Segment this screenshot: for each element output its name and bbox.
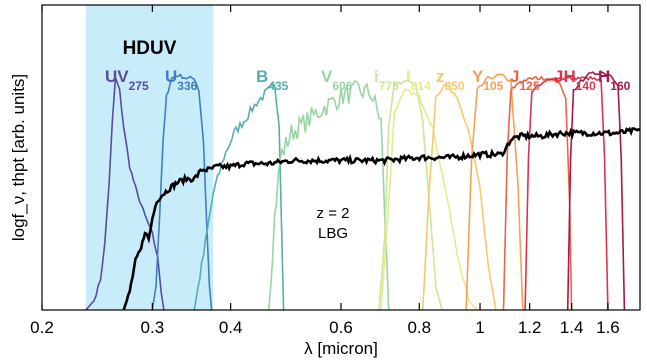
filter-label-name: JH	[554, 67, 576, 86]
sed-line	[122, 126, 641, 311]
x-tick-label: 1	[475, 318, 484, 337]
x-axis-label: λ [micron]	[304, 339, 378, 358]
x-tick-label: 1.6	[596, 318, 620, 337]
filter-label-name: V	[321, 67, 333, 86]
filter-label-B435: B435	[256, 67, 289, 93]
filter-label-name: I	[406, 67, 411, 86]
filter-curve-U336	[151, 73, 213, 311]
filter-labels: UV275 U336 B435 V606 i775 I814 z850 Y105 J125 JH1…	[105, 67, 631, 93]
filter-label-H160: H160	[598, 67, 631, 93]
sed-group: z = 2 LBG	[122, 126, 641, 311]
filter-label-name: i	[374, 67, 379, 86]
filter-curve-Y105	[465, 73, 524, 311]
filter-label-subscript: 140	[576, 79, 596, 93]
filter-curve-I814	[380, 87, 478, 311]
filter-label-subscript: 814	[411, 79, 431, 93]
filter-label-name: U	[165, 67, 177, 86]
filter-label-subscript: 435	[268, 79, 288, 93]
filter-label-Y105: Y105	[472, 67, 504, 93]
filter-curve-V606	[267, 80, 390, 311]
filter-label-subscript: 275	[129, 79, 149, 93]
filter-label-subscript: 160	[610, 79, 630, 93]
x-tick-label: 0.8	[407, 318, 431, 337]
sed-annotation-type: LBG	[318, 225, 348, 242]
filter-label-z850: z850	[436, 67, 465, 93]
x-axis-ticks: 0.2 0.3 0.4 0.6 0.8 1 1.2 1.4 1.6	[30, 5, 620, 337]
filter-label-subscript: 606	[332, 79, 352, 93]
hduv-region	[85, 5, 214, 310]
x-tick-label: 0.4	[219, 318, 243, 337]
filter-label-subscript: 336	[177, 79, 197, 93]
filter-curves	[85, 71, 626, 311]
x-tick-label: 1.2	[518, 318, 542, 337]
filter-label-subscript: 105	[483, 79, 503, 93]
filter-label-name: B	[256, 67, 268, 86]
filter-label-name: J	[510, 67, 519, 86]
filter-label-J125: J125	[510, 67, 540, 93]
filter-label-I814: I814	[406, 67, 431, 93]
x-tick-label: 0.3	[141, 318, 165, 337]
filter-label-UV275: UV275	[105, 67, 149, 93]
highlight-region: HDUV	[85, 5, 214, 310]
x-tick-label: 0.6	[329, 318, 353, 337]
filter-curve-B435	[193, 83, 285, 311]
filter-label-i775: i775	[374, 67, 399, 93]
hduv-label: HDUV	[123, 38, 177, 59]
filter-curve-J125	[502, 75, 573, 311]
x-tick-label: 1.4	[560, 318, 584, 337]
filter-label-JH140: JH140	[554, 67, 596, 93]
filter-label-subscript: 125	[519, 79, 539, 93]
filter-label-U336: U336	[165, 67, 198, 93]
filter-curve-z850	[421, 82, 497, 311]
filter-curve-H160	[566, 71, 626, 311]
x-tick-label: 0.2	[30, 318, 54, 337]
filter-label-name: H	[598, 67, 610, 86]
sed-annotation-redshift: z = 2	[317, 205, 350, 222]
filter-label-V606: V606	[321, 67, 353, 93]
filter-label-name: z	[436, 67, 445, 86]
filter-label-name: Y	[472, 67, 484, 86]
filter-label-subscript: 850	[445, 79, 465, 93]
filter-label-name: UV	[105, 67, 129, 86]
filter-curve-JH140	[524, 75, 609, 311]
y-axis-label: logf_ν, thpt [arb. units]	[9, 74, 28, 241]
filter-label-subscript: 775	[379, 79, 399, 93]
filter-curve-i775	[378, 79, 443, 311]
